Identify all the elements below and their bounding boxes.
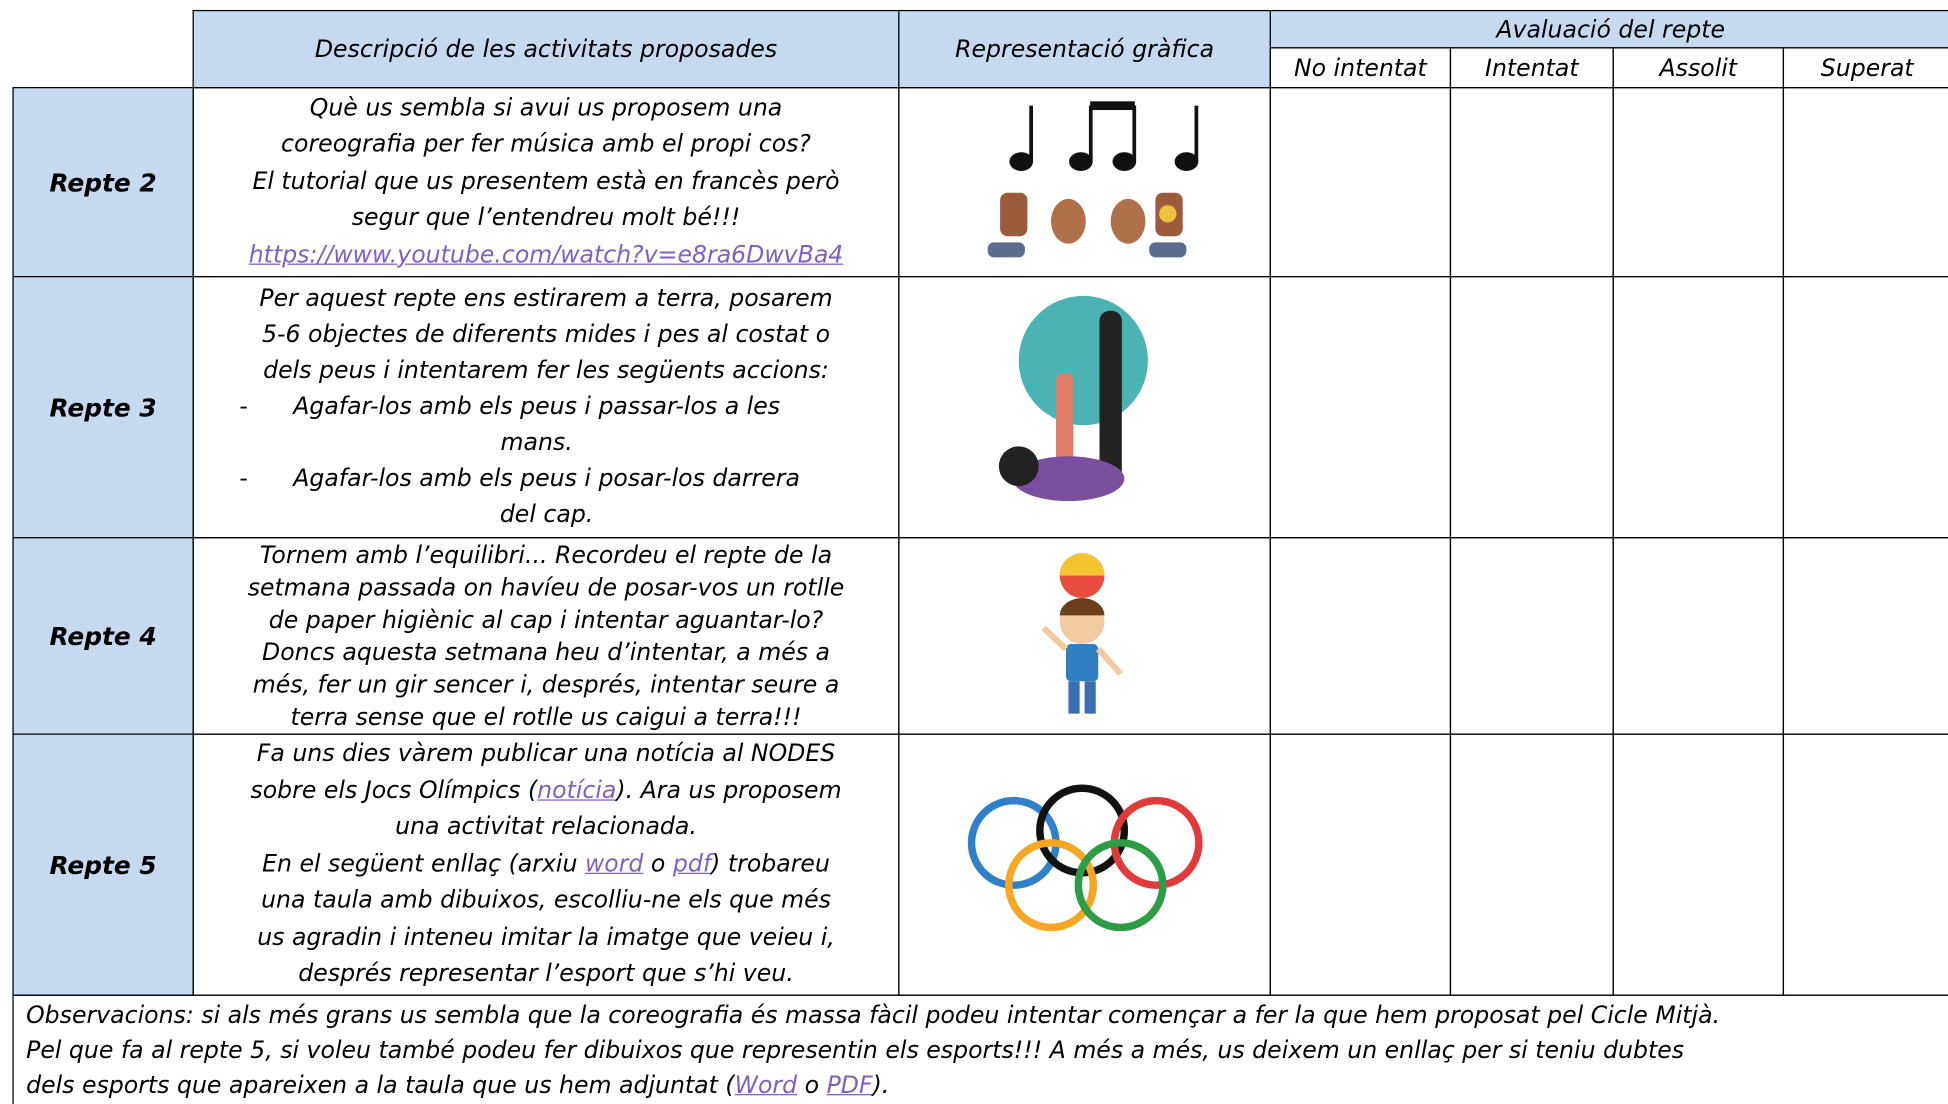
text: dels peus i intentarem fer les següents … <box>263 356 829 385</box>
link[interactable]: PDF <box>826 1071 873 1099</box>
text-line: Què us sembla si avui us proposem una <box>310 90 783 127</box>
bullet-text: Agafar-los amb els peus i passar-los a l… <box>293 389 780 461</box>
text-line: una activitat relacionada. <box>395 810 697 847</box>
text-line: després representar l’esport que s’hi ve… <box>298 956 793 993</box>
link[interactable]: word <box>584 850 644 878</box>
row-description: Fa uns dies vàrem publicar una notícia a… <box>192 733 900 996</box>
bullet: - <box>239 464 248 493</box>
text-line: mans. <box>500 428 573 457</box>
text: coreografia per fer música amb el propi … <box>281 130 811 159</box>
text-line: del cap. <box>499 501 594 529</box>
text: Què us sembla si avui us proposem una <box>309 94 783 122</box>
text: En el següent enllaç (arxiu <box>262 850 585 878</box>
text-line: Agafar-los amb els peus i passar-los a l… <box>293 392 781 421</box>
text: una taula amb dibuixos, escolliu-ne els … <box>261 886 831 915</box>
text: ). Ara us proposem <box>616 776 842 805</box>
link[interactable]: pdf <box>672 850 712 878</box>
text-line: Tornem amb l’equilibri... Recordeu el re… <box>260 539 832 571</box>
bullet-item: - Agafar-los amb els peus i posar-los dar… <box>194 461 898 533</box>
text: Observacions: si als més grans us sembla… <box>26 1001 1721 1029</box>
text-line: En el següent enllaç (arxiu word o pdf) … <box>262 846 830 883</box>
observations: Observacions: si als més grans us sembla… <box>12 994 1948 1104</box>
text: una activitat relacionada. <box>395 813 697 841</box>
bullet-item: - Agafar-los amb els peus i passar-los a … <box>194 389 898 461</box>
stretching-figure <box>998 295 1148 502</box>
text-line: més, fer un gir sencer i, després, inten… <box>253 668 840 700</box>
link[interactable]: https://www.youtube.com/watch?v=e8ra6Dwv… <box>248 240 844 269</box>
music-notes <box>1009 101 1199 171</box>
bullet: - <box>239 392 248 421</box>
text: 5-6 objectes de diferents mides i pes al… <box>261 320 831 349</box>
text-line: terra sense que el rotlle us caigui a te… <box>290 701 801 733</box>
text-line: https://www.youtube.com/watch?v=e8ra6Dwv… <box>249 237 844 274</box>
text: o <box>643 850 673 878</box>
header-level: Superat <box>1782 47 1948 89</box>
text: Per aquest repte ens estirarem a terra, … <box>259 284 833 313</box>
text: ). <box>872 1071 890 1099</box>
text: o <box>797 1071 827 1099</box>
text-line: El tutorial que us presentem està en fra… <box>252 164 839 201</box>
text: ) trobareu <box>711 850 830 878</box>
row-label: Repte 3 <box>12 275 194 539</box>
text-line: Doncs aquesta setmana heu d’intentar, a … <box>262 636 830 668</box>
header-description: Descripció de les activitats proposades <box>192 9 900 89</box>
text-line: Observacions: si als més grans us sembla… <box>26 998 1720 1033</box>
text-line: dels peus i intentarem fer les següents … <box>263 353 829 389</box>
link[interactable]: Word <box>734 1071 798 1099</box>
text-line: Per aquest repte ens estirarem a terra, … <box>259 281 832 317</box>
row-description: Tornem amb l’equilibri... Recordeu el re… <box>192 537 900 735</box>
text-line: us agradin i inteneu imitar la imatge qu… <box>257 920 835 957</box>
text: El tutorial que us presentem està en fra… <box>252 167 840 195</box>
text: Pel que fa al repte 5, si voleu també po… <box>26 1036 1685 1064</box>
text: de paper higiènic al cap i intentar agua… <box>268 606 824 634</box>
text-line: 5-6 objectes de diferents mides i pes al… <box>262 317 830 353</box>
text: dels esports que apareixen a la taula qu… <box>26 1071 735 1099</box>
text-line: Pel que fa al repte 5, si voleu també po… <box>26 1033 1684 1068</box>
text: sobre els Jocs Olímpics ( <box>250 776 538 805</box>
link[interactable]: notícia <box>537 776 617 805</box>
text-line: una taula amb dibuixos, escolliu-ne els … <box>261 883 831 920</box>
text-line: de paper higiènic al cap i intentar agua… <box>269 604 823 636</box>
row-label: Repte 2 <box>12 87 194 278</box>
olympic-rings <box>967 784 1203 932</box>
text: segur que l’entendreu molt bé!!! <box>351 204 741 232</box>
text-line: segur que l’entendreu molt bé!!! <box>352 200 741 237</box>
text: Fa uns dies vàrem publicar una notícia a… <box>256 740 836 768</box>
text-line: dels esports que apareixen a la taula qu… <box>26 1067 889 1102</box>
text-line: Fa uns dies vàrem publicar una notícia a… <box>257 736 835 773</box>
text-line: sobre els Jocs Olímpics (notícia). Ara u… <box>250 773 841 810</box>
bullet-text: Agafar-los amb els peus i posar-los darr… <box>293 461 800 533</box>
text-line: Agafar-los amb els peus i posar-los darr… <box>293 464 800 493</box>
text: després representar l’esport que s’hi ve… <box>298 960 794 988</box>
text: terra sense que el rotlle us caigui a te… <box>290 703 802 731</box>
text-line: coreografia per fer música amb el propi … <box>281 127 811 164</box>
text: Doncs aquesta setmana heu d’intentar, a … <box>262 638 831 666</box>
text: Tornem amb l’equilibri... Recordeu el re… <box>259 541 833 569</box>
row-label: Repte 4 <box>12 537 194 735</box>
header-level: No intentat <box>1269 47 1452 89</box>
body-percussion <box>987 192 1187 258</box>
text: us agradin i inteneu imitar la imatge qu… <box>257 923 835 951</box>
text: setmana passada on havíeu de posar-vos u… <box>247 573 845 602</box>
text: més, fer un gir sencer i, després, inten… <box>252 670 840 699</box>
text-line: setmana passada on havíeu de posar-vos u… <box>248 571 845 603</box>
balancing-kid <box>1041 553 1123 714</box>
